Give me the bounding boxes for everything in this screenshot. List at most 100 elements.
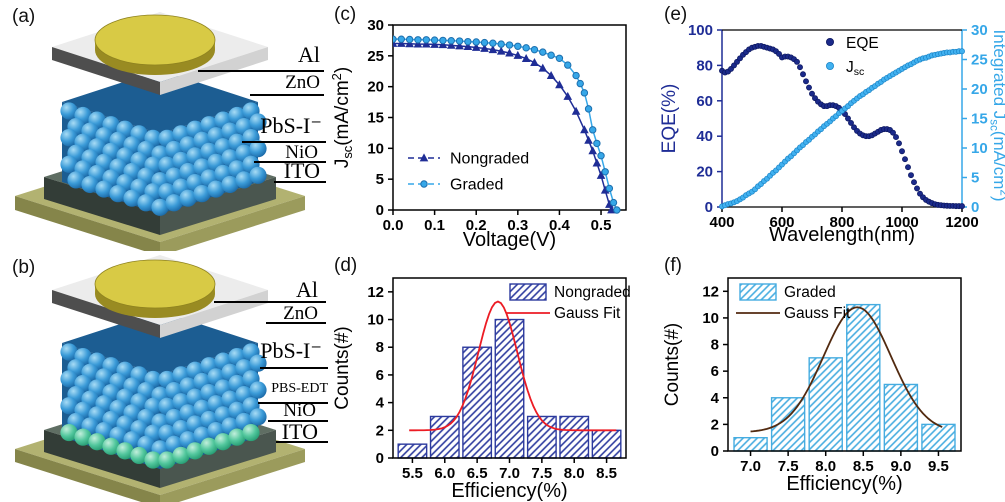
leader-line-nio [268,420,328,423]
panel-e: (e) 400 600 800 1000 1200 0 20 40 60 80 100 0 5 10 15 2… [658,0,1005,251]
svg-text:80: 80 [696,57,713,74]
layer-label-zno: ZnO [285,72,320,93]
panel-c-letter: (c) [334,4,357,25]
svg-text:Counts(#): Counts(#) [662,323,683,406]
svg-text:40: 40 [696,128,713,145]
layer-label-ito: ITO [283,158,320,183]
svg-text:8: 8 [376,339,384,356]
svg-text:30: 30 [971,22,988,39]
svg-text:Jsc: Jsc [846,59,864,78]
svg-text:1000: 1000 [885,214,918,231]
svg-text:Nongraded: Nongraded [450,151,529,168]
leader-line-pbs [242,141,326,144]
svg-text:Gauss Fit: Gauss Fit [784,305,851,322]
panel-b-letter: (b) [12,257,36,278]
svg-text:9.5: 9.5 [928,458,949,475]
svg-text:2: 2 [376,422,384,439]
svg-text:Gauss Fit: Gauss Fit [554,305,621,322]
panel-e-letter: (e) [664,4,688,25]
svg-text:6.0: 6.0 [434,465,455,482]
svg-text:Integrated Jsc(mA/cm2): Integrated Jsc(mA/cm2) [988,30,1005,202]
svg-text:0.1: 0.1 [424,217,445,234]
svg-text:15: 15 [367,110,384,127]
leader-line-pbs [260,367,328,370]
leader-line-al [214,301,326,304]
svg-text:20: 20 [367,79,384,96]
svg-text:0: 0 [971,199,979,216]
svg-text:5: 5 [376,171,384,188]
layer-label-pbs: PbS-I⁻ [260,113,322,138]
leader-line-pbs-edt [258,402,328,405]
leader-line-nio [254,161,326,164]
panel-d-letter: (d) [334,255,358,276]
svg-text:10: 10 [971,140,988,157]
layer-label-al: Al [296,277,318,302]
layer-label-pbs: PbS-I⁻ [260,338,322,363]
svg-text:Wavelength(nm): Wavelength(nm) [769,224,915,246]
svg-text:600: 600 [769,214,794,231]
svg-text:6: 6 [376,367,384,384]
leader-line-zno [250,94,324,97]
svg-text:20: 20 [696,164,713,181]
svg-text:0: 0 [376,450,384,467]
svg-text:Graded: Graded [784,284,836,301]
svg-text:0.0: 0.0 [383,217,404,234]
layer-label-ito: ITO [281,419,318,444]
svg-text:7.0: 7.0 [740,458,761,475]
svg-text:5: 5 [971,170,979,187]
panel-a-letter: (a) [12,6,36,27]
layer-label-zno: ZnO [283,303,318,324]
svg-text:EQE: EQE [846,35,879,52]
svg-text:0: 0 [376,202,384,219]
dev-b-svg [15,255,305,502]
panel-d: (d) 5.5 6.0 6.5 7.0 7.5 8.0 8.5 0 2 4 6 8 10 12 Nongra… [328,251,658,502]
svg-text:9.0: 9.0 [890,458,911,475]
svg-text:6: 6 [711,363,719,380]
leader-line-zno [266,322,326,325]
device-schematic-graded [0,251,330,502]
svg-text:25: 25 [367,48,384,65]
svg-text:30: 30 [367,17,384,34]
svg-text:Jsc(mA/cm2): Jsc(mA/cm2) [329,67,355,168]
svg-text:0.4: 0.4 [549,217,571,234]
svg-text:800: 800 [829,214,854,231]
panel-c: (c) 0.0 0.1 0.2 0.3 0.4 0.5 0 5 10 15 20 25 30 Nongra… [328,0,658,251]
svg-text:15: 15 [971,111,988,128]
svg-text:6.5: 6.5 [467,465,488,482]
panel-b: (b) Al ZnO PbS-I⁻ PBS-EDT NiO ITO [0,251,330,502]
panel-a: (a) Al ZnO PbS-I⁻ NiO ITO [0,0,330,256]
svg-text:12: 12 [702,283,719,300]
svg-text:8.0: 8.0 [815,458,836,475]
eqe-spectrum-chart: 400 600 800 1000 1200 0 20 40 60 80 100 0 5 10 15 20 25 3… [658,0,1005,251]
leader-line-ito [274,181,326,184]
svg-text:10: 10 [702,310,719,327]
svg-text:Nongraded: Nongraded [554,284,631,301]
svg-text:8.5: 8.5 [853,458,874,475]
svg-text:7.5: 7.5 [778,458,799,475]
graded-efficiency-histogram: 7.0 7.5 8.0 8.5 9.0 9.5 0 2 4 6 8 10 12 Graded Gauss F… [658,251,1005,502]
nongraded-efficiency-histogram: 5.5 6.0 6.5 7.0 7.5 8.0 8.5 0 2 4 6 8 10 12 Nongraded G… [328,251,658,502]
svg-text:400: 400 [709,214,734,231]
svg-text:20: 20 [971,81,988,98]
svg-text:4: 4 [711,390,720,407]
svg-text:7.5: 7.5 [531,465,552,482]
layer-label-pbs-edt: PBS-EDT [271,381,328,396]
svg-text:5.5: 5.5 [402,465,423,482]
layer-label-al: Al [298,42,320,67]
svg-text:2: 2 [711,416,719,433]
layer-label-nio: NiO [283,400,316,421]
svg-text:25: 25 [971,52,988,69]
svg-text:4: 4 [376,395,385,412]
layer-label-nio: NiO [285,142,318,163]
dev-a-svg [15,12,305,256]
svg-text:Voltage(V): Voltage(V) [463,229,556,251]
svg-text:0.3: 0.3 [507,217,528,234]
svg-text:10: 10 [367,140,384,157]
svg-text:10: 10 [367,312,384,329]
panel-f-letter: (f) [664,255,682,276]
leader-line-ito [276,441,328,444]
panel-f: (f) 7.0 7.5 8.0 8.5 9.0 9.5 0 2 4 6 8 10 12 Graded Gau… [658,251,1005,502]
svg-text:0.5: 0.5 [591,217,612,234]
svg-text:1200: 1200 [945,214,978,231]
